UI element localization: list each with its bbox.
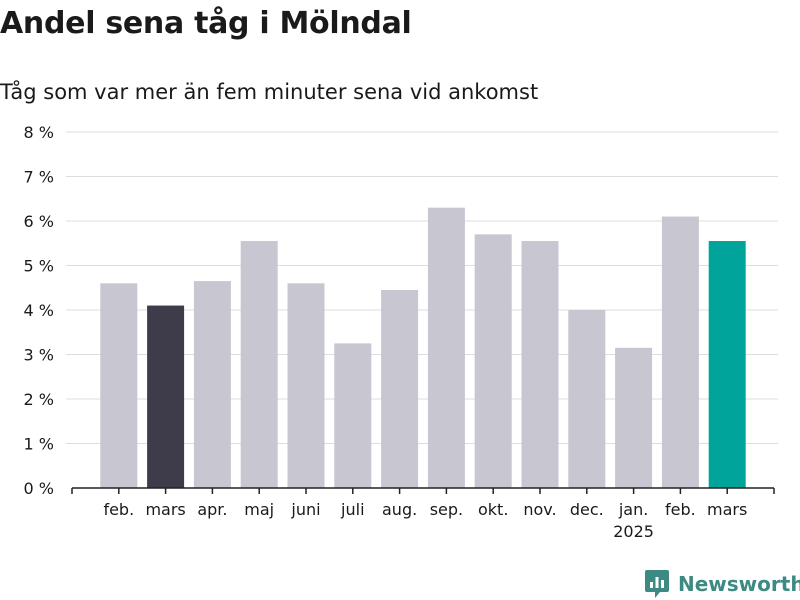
bar: [708, 241, 746, 488]
brand-name: Newsworthy: [678, 572, 800, 596]
y-tick-label: 0 %: [24, 479, 54, 498]
bar: [334, 343, 372, 488]
newsworthy-icon: [645, 570, 669, 598]
y-tick-label: 2 %: [24, 390, 54, 409]
bar: [100, 283, 138, 488]
y-tick-label: 7 %: [24, 168, 54, 187]
bar: [521, 241, 559, 488]
chart-subtitle: Tåg som var mer än fem minuter sena vid …: [0, 80, 539, 104]
bar: [287, 283, 325, 488]
x-tick-label: okt.: [478, 500, 508, 519]
bar: [240, 241, 278, 488]
x-tick-label: feb.: [665, 500, 696, 519]
bar: [381, 289, 419, 488]
chart-title: Andel sena tåg i Mölndal: [0, 6, 412, 41]
x-tick-label: mars: [707, 500, 747, 519]
x-tick-label: nov.: [523, 500, 556, 519]
y-tick-label: 5 %: [24, 257, 54, 276]
bar: [474, 234, 512, 488]
bar: [568, 310, 606, 488]
x-tick-label: sep.: [430, 500, 463, 519]
x-tick-label: jan.: [618, 500, 648, 519]
x-year-label: 2025: [613, 522, 654, 541]
x-tick-label: maj: [244, 500, 274, 519]
x-tick-label: aug.: [382, 500, 417, 519]
x-tick-label: dec.: [570, 500, 604, 519]
bar: [193, 281, 231, 488]
x-tick-label: mars: [145, 500, 185, 519]
x-tick-label: apr.: [197, 500, 227, 519]
x-tick-label: juni: [290, 500, 320, 519]
bar: [615, 347, 653, 488]
brand-logo: Newsworthy: [644, 568, 800, 600]
y-tick-label: 6 %: [24, 212, 54, 231]
x-tick-label: juli: [340, 500, 364, 519]
bar: [147, 305, 185, 488]
bar: [427, 207, 465, 488]
y-tick-label: 4 %: [24, 301, 54, 320]
y-tick-label: 3 %: [24, 346, 54, 365]
bar: [661, 216, 699, 489]
x-tick-label: feb.: [103, 500, 134, 519]
y-tick-label: 1 %: [24, 435, 54, 454]
y-tick-label: 8 %: [24, 123, 54, 142]
